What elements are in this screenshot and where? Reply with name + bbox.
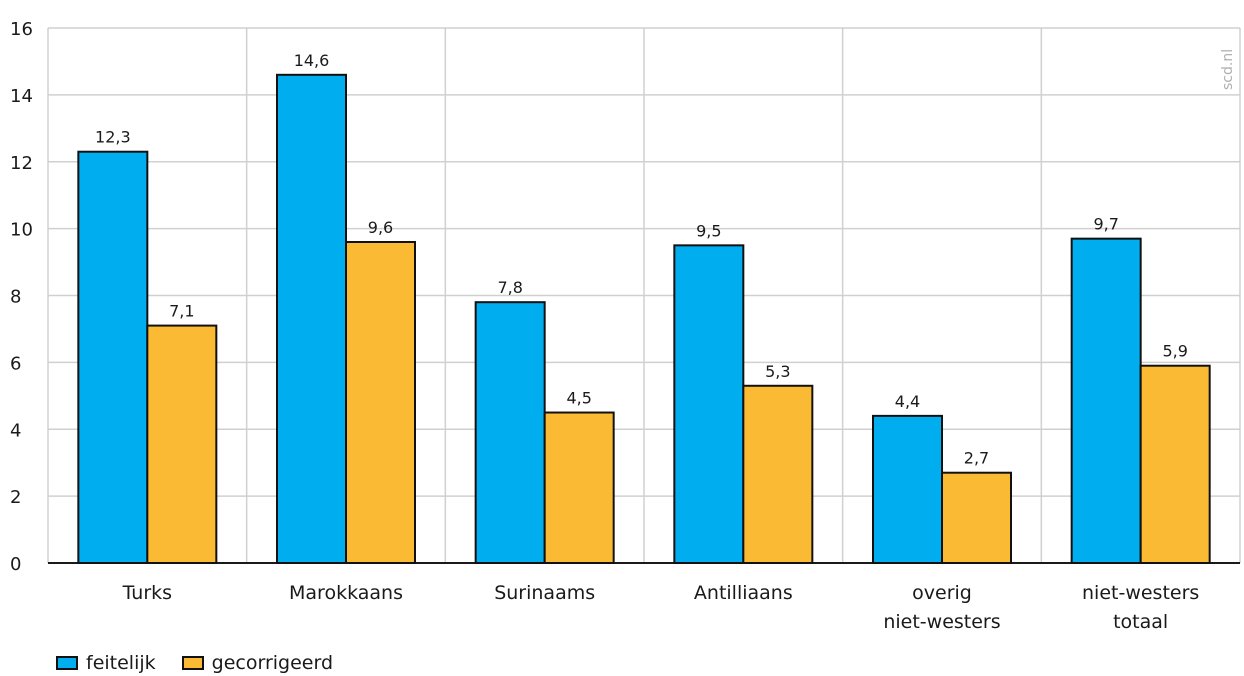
x-category-label: totaal <box>1113 611 1168 633</box>
legend-swatch-gecorrigeerd <box>181 656 204 670</box>
y-tick-label: 12 <box>10 153 33 174</box>
bar-gecorrigeerd-4 <box>941 471 1012 564</box>
watermark-text: scd.nl <box>1220 49 1236 90</box>
bar-gecorrigeerd-5 <box>1139 364 1211 564</box>
y-tick-label: 16 <box>10 19 33 40</box>
x-category-label: Marokkaans <box>289 582 403 604</box>
data-label: 9,6 <box>368 218 393 237</box>
x-category-label: niet-westers <box>883 611 1000 633</box>
bar-feitelijk-1 <box>276 73 347 564</box>
data-label: 5,9 <box>1162 342 1187 361</box>
x-category-label: Antilliaans <box>694 582 793 604</box>
data-label: 9,5 <box>696 221 721 240</box>
bar-gecorrigeerd-0 <box>146 324 218 564</box>
bar-feitelijk-5 <box>1070 237 1142 564</box>
data-label: 4,5 <box>566 389 591 408</box>
data-label: 14,6 <box>294 51 330 70</box>
data-label: 5,3 <box>765 362 790 381</box>
legend-item-gecorrigeerd: gecorrigeerd <box>181 652 334 674</box>
y-tick-label: 4 <box>10 420 21 441</box>
data-label: 2,7 <box>964 449 989 468</box>
data-label: 9,7 <box>1093 215 1118 234</box>
y-tick-label: 10 <box>10 220 33 241</box>
x-category-label: Surinaams <box>494 582 595 604</box>
bar-chart: 0 2 4 6 8 10 12 14 16 12,3 7,1 Turks 14,6 9,6 Marokkaa… <box>10 19 1241 633</box>
bar-gecorrigeerd-2 <box>543 411 615 564</box>
data-label: 4,4 <box>895 392 920 411</box>
bar-feitelijk-2 <box>474 301 546 564</box>
x-category-label: Turks <box>122 582 172 604</box>
y-tick-label: 0 <box>10 554 21 575</box>
y-tick-label: 6 <box>10 353 21 374</box>
x-category-label: niet-westers <box>1082 582 1199 604</box>
legend-swatch-feitelijk <box>56 656 78 670</box>
legend-label-gecorrigeerd: gecorrigeerd <box>211 652 334 674</box>
bar-feitelijk-3 <box>673 244 745 564</box>
data-label: 7,1 <box>169 302 194 321</box>
y-tick-label: 8 <box>10 287 21 308</box>
y-tick-label: 14 <box>10 86 33 107</box>
x-category-label: overig <box>912 582 972 604</box>
bar-gecorrigeerd-1 <box>345 241 416 564</box>
data-label: 12,3 <box>95 128 131 147</box>
legend-item-feitelijk: feitelijk <box>56 652 156 674</box>
legend-label-feitelijk: feitelijk <box>86 652 156 674</box>
bar-gecorrigeerd-3 <box>742 384 814 564</box>
bar-feitelijk-0 <box>77 150 149 564</box>
data-label: 7,8 <box>497 278 522 297</box>
bar-feitelijk-4 <box>872 414 943 564</box>
legend: feitelijk gecorrigeerd <box>56 650 333 676</box>
y-tick-label: 2 <box>10 487 21 508</box>
